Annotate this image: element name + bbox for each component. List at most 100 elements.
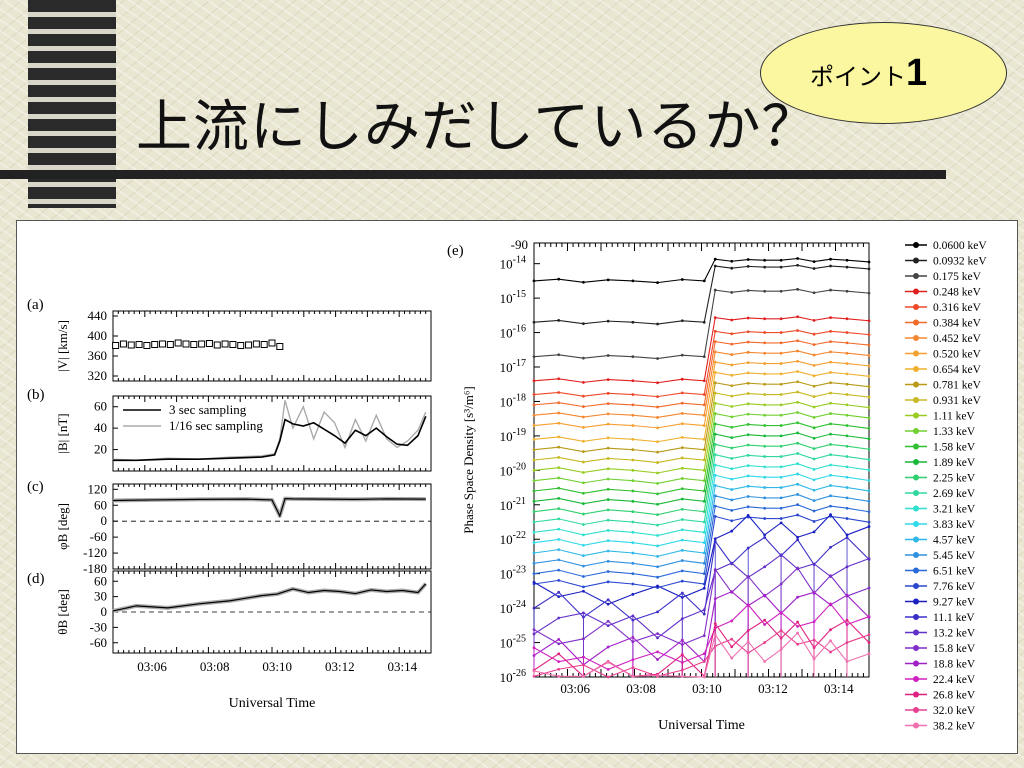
- panel-tag: (a): [27, 297, 44, 313]
- psd-point: [606, 645, 610, 649]
- psd-point: [730, 467, 734, 471]
- psd-point: [702, 530, 706, 534]
- psd-point: [631, 320, 635, 324]
- psd-point: [713, 391, 717, 395]
- psd-point: [713, 371, 717, 374]
- psd-point: [730, 488, 734, 491]
- psd-point: [702, 437, 706, 441]
- psd-point: [606, 619, 610, 623]
- psd-point: [557, 277, 561, 281]
- psd-point: [631, 520, 635, 524]
- psd-point: [796, 370, 800, 373]
- legend-entry: 1.58 keV: [933, 442, 976, 454]
- psd-point: [845, 265, 849, 269]
- psd-point: [582, 564, 585, 568]
- y-tick-label: 40: [94, 420, 107, 435]
- x-tick-label: 03:08: [200, 659, 230, 674]
- psd-point: [656, 534, 659, 537]
- psd-point: [532, 355, 536, 359]
- psd-point: [812, 426, 816, 430]
- psd-point: [656, 492, 659, 496]
- legend-marker: [913, 304, 919, 310]
- psd-point: [779, 434, 783, 438]
- psd-point: [730, 561, 734, 565]
- psd-point: [557, 421, 561, 425]
- psd-point: [730, 259, 734, 263]
- psd-point: [532, 499, 536, 503]
- legend-marker: [913, 707, 919, 713]
- psd-point: [867, 437, 871, 441]
- y-tick-label: 0: [101, 604, 108, 619]
- psd-point: [763, 317, 767, 321]
- psd-point: [796, 441, 800, 445]
- psd-point: [713, 257, 717, 261]
- psd-point: [763, 475, 767, 479]
- panel-frame: [112, 483, 432, 570]
- psd-point: [631, 458, 635, 462]
- data-point: [260, 341, 268, 348]
- legend-entry: 15.8 keV: [933, 643, 976, 655]
- psd-series-line: [533, 632, 870, 678]
- psd-point: [763, 486, 767, 489]
- legend-marker: [913, 412, 919, 419]
- psd-point: [867, 291, 871, 295]
- psd-point: [713, 288, 717, 292]
- psd-point: [656, 584, 659, 588]
- psd-point: [746, 316, 750, 320]
- psd-point: [763, 393, 767, 396]
- psd-point: [730, 266, 734, 270]
- psd-point: [532, 320, 536, 324]
- psd-point: [557, 486, 561, 490]
- psd-point: [763, 506, 767, 510]
- psd-point: [656, 658, 659, 661]
- psd-point: [829, 513, 832, 517]
- psd-point: [532, 520, 536, 524]
- psd-point: [656, 440, 659, 444]
- psd-point: [557, 548, 561, 552]
- legend-entry: 1.33 keV: [933, 426, 976, 438]
- legend-marker: [913, 583, 919, 589]
- psd-point: [812, 509, 816, 513]
- psd-point: [656, 565, 659, 569]
- psd-point: [796, 482, 800, 486]
- psd-point: [702, 551, 706, 555]
- psd-series-line: [533, 513, 870, 605]
- legend-entry: 9.27 keV: [933, 597, 976, 609]
- psd-point: [730, 353, 734, 356]
- psd-point: [812, 478, 816, 482]
- psd-point: [680, 422, 684, 426]
- psd-point: [606, 402, 610, 405]
- psd-point: [606, 278, 610, 282]
- psd-point: [606, 487, 610, 491]
- psd-point: [606, 598, 610, 602]
- psd-point: [867, 510, 871, 514]
- psd-point: [763, 593, 767, 597]
- data-point: [221, 340, 229, 348]
- psd-point: [582, 405, 585, 409]
- psd-point: [779, 475, 783, 479]
- psd-point: [845, 403, 849, 407]
- y-tick-label: 120: [88, 481, 108, 496]
- psd-point: [532, 448, 536, 452]
- psd-point: [796, 452, 800, 455]
- psd-point: [829, 639, 832, 643]
- psd-point: [532, 437, 536, 441]
- psd-point: [557, 652, 561, 656]
- psd-point: [779, 486, 783, 489]
- psd-point: [796, 257, 800, 260]
- psd-point: [656, 357, 659, 360]
- psd-point: [779, 517, 783, 520]
- psd-point: [867, 520, 871, 524]
- legend-marker: [913, 273, 919, 279]
- psd-point: [812, 468, 816, 471]
- psd-point: [582, 426, 585, 429]
- data-point: [127, 341, 135, 349]
- psd-point: [532, 606, 536, 610]
- psd-point: [796, 535, 800, 539]
- panel-tag: (e): [447, 243, 464, 259]
- psd-point: [532, 580, 536, 584]
- legend-entry: 0.175 keV: [933, 271, 982, 283]
- psd-point: [680, 668, 684, 672]
- psd-point: [606, 477, 610, 481]
- psd-point: [713, 432, 717, 436]
